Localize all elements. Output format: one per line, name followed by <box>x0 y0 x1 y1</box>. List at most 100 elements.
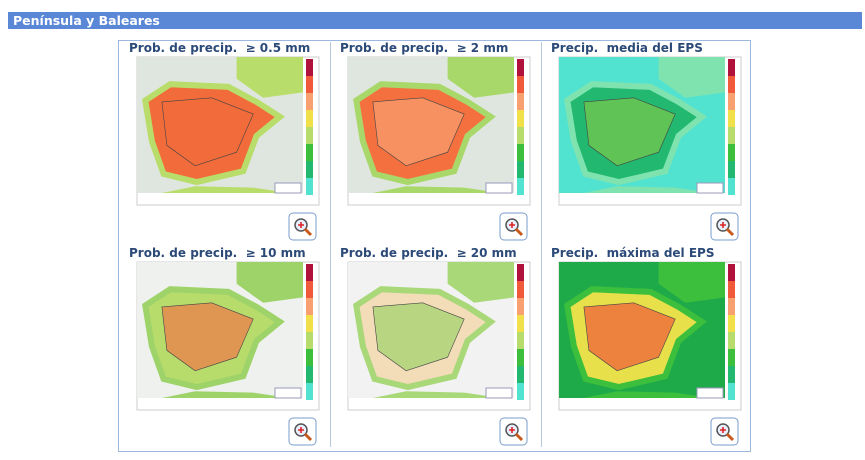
colorbar-step <box>728 332 735 349</box>
map-panel: Precip. media del EPS <box>551 41 742 241</box>
panel-frame <box>118 40 751 452</box>
colorbar-step <box>306 178 313 195</box>
colorbar <box>728 59 735 195</box>
colorbar-step <box>728 59 735 76</box>
map-blob <box>583 302 676 371</box>
map-france <box>236 262 303 303</box>
map-borders <box>583 97 676 167</box>
map-blob <box>161 302 254 371</box>
colorbar-step <box>517 76 524 93</box>
zoom-button[interactable] <box>499 417 528 446</box>
colorbar-step <box>306 76 313 93</box>
panel-title: Prob. de precip. ≥ 2 mm <box>340 41 508 55</box>
colorbar-step <box>517 315 524 332</box>
colorbar-step <box>517 332 524 349</box>
panel-title: Precip. máxima del EPS <box>551 246 714 260</box>
map-borders <box>583 302 676 372</box>
colorbar <box>306 59 313 195</box>
colorbar-step <box>517 144 524 161</box>
zoom-icon-plus[interactable] <box>298 222 304 228</box>
colorbar-step <box>728 178 735 195</box>
zoom-icon-plus[interactable] <box>509 427 515 433</box>
panel-title: Precip. media del EPS <box>551 41 703 55</box>
colorbar-step <box>517 383 524 400</box>
map-logo <box>696 387 724 399</box>
map-blob <box>372 97 465 166</box>
zoom-icon-handle[interactable] <box>514 227 524 237</box>
colorbar <box>517 59 524 195</box>
colorbar-step <box>728 264 735 281</box>
map-logo <box>485 387 513 399</box>
colorbar <box>728 264 735 400</box>
colorbar-step <box>306 315 313 332</box>
zoom-button[interactable] <box>288 417 317 446</box>
map-france <box>658 262 725 303</box>
zoom-button[interactable] <box>288 212 317 241</box>
colorbar-step <box>728 144 735 161</box>
colorbar-step <box>517 298 524 315</box>
zoom-icon-handle[interactable] <box>303 227 313 237</box>
colorbar-step <box>728 127 735 144</box>
colorbar-step <box>728 298 735 315</box>
map-borders <box>161 97 254 167</box>
map-borders <box>161 302 254 372</box>
map-france <box>658 57 725 98</box>
zoom-icon-plus[interactable] <box>720 222 726 228</box>
header-bar <box>8 12 862 29</box>
zoom-icon-plus[interactable] <box>720 427 726 433</box>
colorbar-step <box>306 59 313 76</box>
map-panel: Prob. de precip. ≥ 0.5 mm <box>129 41 320 241</box>
colorbar-step <box>517 178 524 195</box>
colorbar-step <box>728 281 735 298</box>
zoom-icon-handle[interactable] <box>725 432 735 442</box>
zoom-icon-handle[interactable] <box>303 432 313 442</box>
colorbar-step <box>517 59 524 76</box>
colorbar-step <box>517 127 524 144</box>
colorbar-step <box>306 281 313 298</box>
map-logo <box>485 182 513 194</box>
colorbar-step <box>306 383 313 400</box>
zoom-button[interactable] <box>710 212 739 241</box>
colorbar-step <box>728 110 735 127</box>
colorbar-step <box>306 127 313 144</box>
colorbar-step <box>728 366 735 383</box>
colorbar-step <box>306 110 313 127</box>
colorbar-step <box>728 161 735 178</box>
colorbar-step <box>517 281 524 298</box>
map-blob <box>583 97 676 166</box>
map-borders <box>372 302 465 372</box>
map-france <box>447 57 514 98</box>
colorbar-step <box>306 93 313 110</box>
colorbar-step <box>517 93 524 110</box>
map-panel: Prob. de precip. ≥ 10 mm <box>129 246 320 446</box>
colorbar-step <box>306 366 313 383</box>
zoom-icon-plus[interactable] <box>509 222 515 228</box>
colorbar-step <box>306 264 313 281</box>
map-blob <box>372 302 465 371</box>
map-panel: Precip. máxima del EPS <box>551 246 742 446</box>
map-africa <box>372 186 501 193</box>
map-france <box>236 57 303 98</box>
map-logo <box>274 182 302 194</box>
colorbar-step <box>517 264 524 281</box>
panel-title: Prob. de precip. ≥ 20 mm <box>340 246 517 260</box>
zoom-icon-plus[interactable] <box>298 427 304 433</box>
colorbar-step <box>306 349 313 366</box>
colorbar-step <box>517 366 524 383</box>
zoom-icon-handle[interactable] <box>725 227 735 237</box>
map-logo <box>274 387 302 399</box>
colorbar-step <box>728 93 735 110</box>
colorbar <box>306 264 313 400</box>
colorbar-step <box>306 298 313 315</box>
colorbar-step <box>728 315 735 332</box>
colorbar-step <box>306 161 313 178</box>
panels: Prob. de precip. ≥ 0.5 mm Prob. de precip… <box>129 41 742 446</box>
map-africa <box>583 186 712 193</box>
zoom-button[interactable] <box>499 212 528 241</box>
colorbar-step <box>728 76 735 93</box>
zoom-icon-handle[interactable] <box>514 432 524 442</box>
header-title: Península y Baleares <box>13 13 160 28</box>
colorbar-step <box>517 161 524 178</box>
zoom-button[interactable] <box>710 417 739 446</box>
